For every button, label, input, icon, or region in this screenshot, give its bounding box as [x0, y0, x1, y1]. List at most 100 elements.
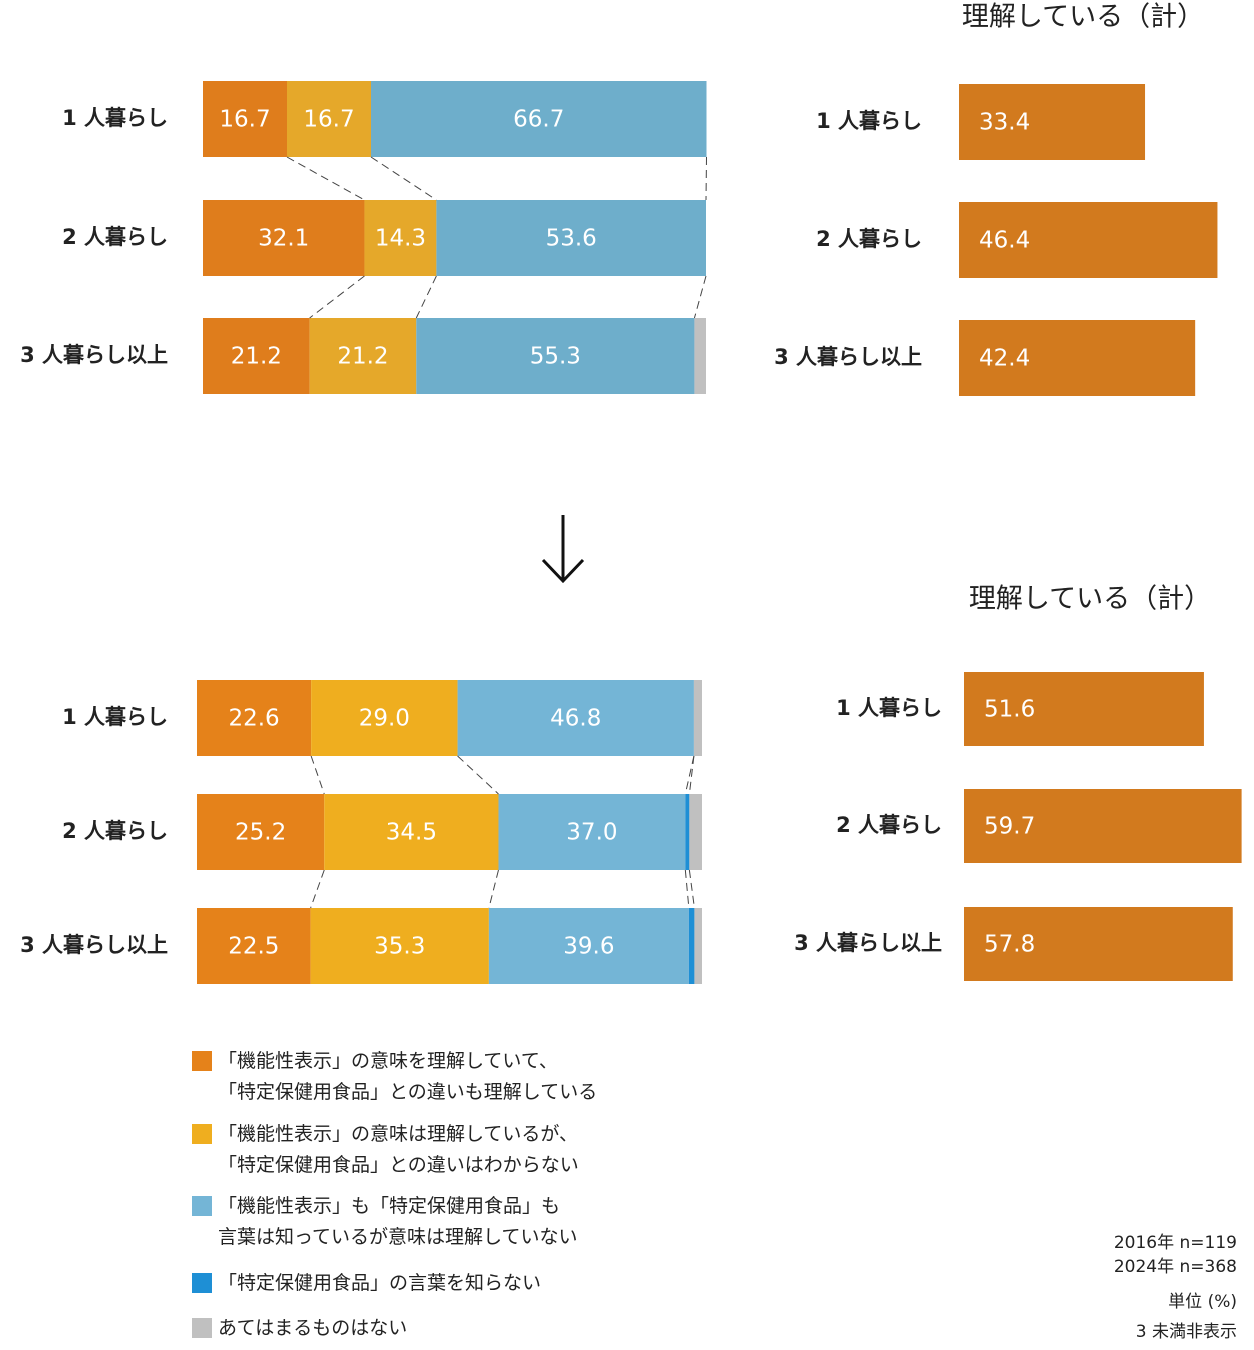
bar — [685, 794, 690, 870]
category-label: 3 人暮らし以上 — [794, 931, 942, 955]
connector — [310, 869, 325, 909]
connector — [705, 156, 708, 201]
bar — [488, 908, 689, 984]
data-label: 37.0 — [566, 820, 617, 846]
data-label: 51.6 — [984, 697, 1035, 723]
category-label: 2 人暮らし — [836, 813, 942, 837]
bar — [694, 318, 706, 394]
bar — [416, 318, 695, 394]
note: 単位 (%) — [1168, 1292, 1237, 1312]
connector — [286, 156, 365, 201]
connector — [688, 869, 695, 909]
data-label: 16.7 — [219, 107, 270, 133]
data-label: 46.8 — [550, 706, 601, 732]
legend-label: あてはまるものはない — [218, 1317, 408, 1339]
data-label: 57.8 — [984, 932, 1035, 958]
bar — [964, 789, 1242, 863]
bar — [457, 680, 694, 756]
connector — [310, 755, 325, 795]
bar — [203, 318, 310, 394]
data-label: 29.0 — [359, 706, 410, 732]
data-label: 39.6 — [563, 934, 614, 960]
connector — [488, 869, 499, 909]
connector — [684, 869, 690, 909]
bar — [371, 81, 707, 157]
connector — [457, 755, 499, 795]
category-label: 2 人暮らし — [62, 819, 168, 843]
note: 3 未満非表示 — [1135, 1322, 1237, 1342]
legend-swatch — [192, 1318, 212, 1338]
data-label: 22.5 — [228, 934, 279, 960]
category-label: 3 人暮らし以上 — [20, 343, 168, 367]
legend-label: 「特定保健用食品」の言葉を知らない — [218, 1272, 542, 1294]
bar — [436, 200, 706, 276]
bar — [964, 907, 1233, 981]
category-label: 1 人暮らし — [62, 106, 168, 130]
data-label: 16.7 — [303, 107, 354, 133]
connector — [370, 156, 437, 201]
legend-swatch — [192, 1124, 212, 1144]
bar — [959, 84, 1146, 160]
data-label: 34.5 — [386, 820, 437, 846]
data-label: 33.4 — [979, 110, 1030, 136]
legend-item: 「機能性表示」の意味を理解していて、 「特定保健用食品」との違いも理解している — [192, 1046, 597, 1108]
bar — [689, 794, 702, 870]
bar — [203, 200, 365, 276]
legend-swatch — [192, 1273, 212, 1293]
legend-item: 「機能性表示」も「特定保健用食品」も 言葉は知っているが意味は理解していない — [192, 1191, 577, 1253]
category-label: 2 人暮らし — [62, 225, 168, 249]
legend-item: あてはまるものはない — [192, 1313, 407, 1344]
legend-label: 「機能性表示」の意味は理解しているが、 「特定保健用食品」との違いはわからない — [218, 1123, 579, 1176]
data-label: 25.2 — [235, 820, 286, 846]
category-label: 3 人暮らし以上 — [774, 345, 922, 369]
bar — [310, 908, 489, 984]
note: 2016年 n=119 — [1113, 1233, 1237, 1253]
legend-swatch — [192, 1051, 212, 1071]
data-label: 66.7 — [513, 107, 564, 133]
data-label: 22.6 — [228, 706, 279, 732]
connector — [684, 755, 695, 795]
chart-title: 理解している（計） — [962, 2, 1204, 33]
note: 2024年 n=368 — [1113, 1257, 1237, 1277]
data-label: 21.2 — [337, 344, 388, 370]
data-label: 59.7 — [984, 814, 1035, 840]
bar — [203, 81, 288, 157]
legend-swatch — [192, 1196, 212, 1216]
bar — [197, 680, 312, 756]
data-label: 21.2 — [231, 344, 282, 370]
legend-label: 「機能性表示」も「特定保健用食品」も 言葉は知っているが意味は理解していない — [218, 1195, 578, 1248]
legend-item: 「機能性表示」の意味は理解しているが、 「特定保健用食品」との違いはわからない — [192, 1119, 579, 1181]
bar — [311, 680, 458, 756]
bar — [964, 672, 1204, 746]
bar — [309, 318, 417, 394]
bar — [688, 908, 695, 984]
legend-item: 「特定保健用食品」の言葉を知らない — [192, 1268, 541, 1299]
bar — [693, 680, 702, 756]
category-label: 1 人暮らし — [816, 109, 922, 133]
data-label: 42.4 — [979, 346, 1030, 372]
bar — [364, 200, 437, 276]
bar — [324, 794, 499, 870]
category-label: 2 人暮らし — [816, 227, 922, 251]
data-label: 55.3 — [530, 344, 581, 370]
connector — [688, 755, 695, 795]
chart-title: 理解している（計） — [969, 584, 1211, 615]
bar — [959, 320, 1196, 396]
category-label: 1 人暮らし — [836, 696, 942, 720]
category-label: 3 人暮らし以上 — [20, 933, 168, 957]
data-label: 35.3 — [374, 934, 425, 960]
bar — [197, 794, 325, 870]
connector — [309, 275, 365, 319]
data-label: 46.4 — [979, 228, 1030, 254]
data-label: 14.3 — [375, 226, 426, 252]
bar — [197, 908, 311, 984]
bar — [694, 908, 702, 984]
legend-label: 「機能性表示」の意味を理解していて、 「特定保健用食品」との違いも理解している — [218, 1050, 598, 1103]
bar — [498, 794, 686, 870]
bar — [287, 81, 372, 157]
connector — [693, 275, 707, 319]
down-arrow — [541, 515, 585, 584]
bar — [959, 202, 1218, 278]
